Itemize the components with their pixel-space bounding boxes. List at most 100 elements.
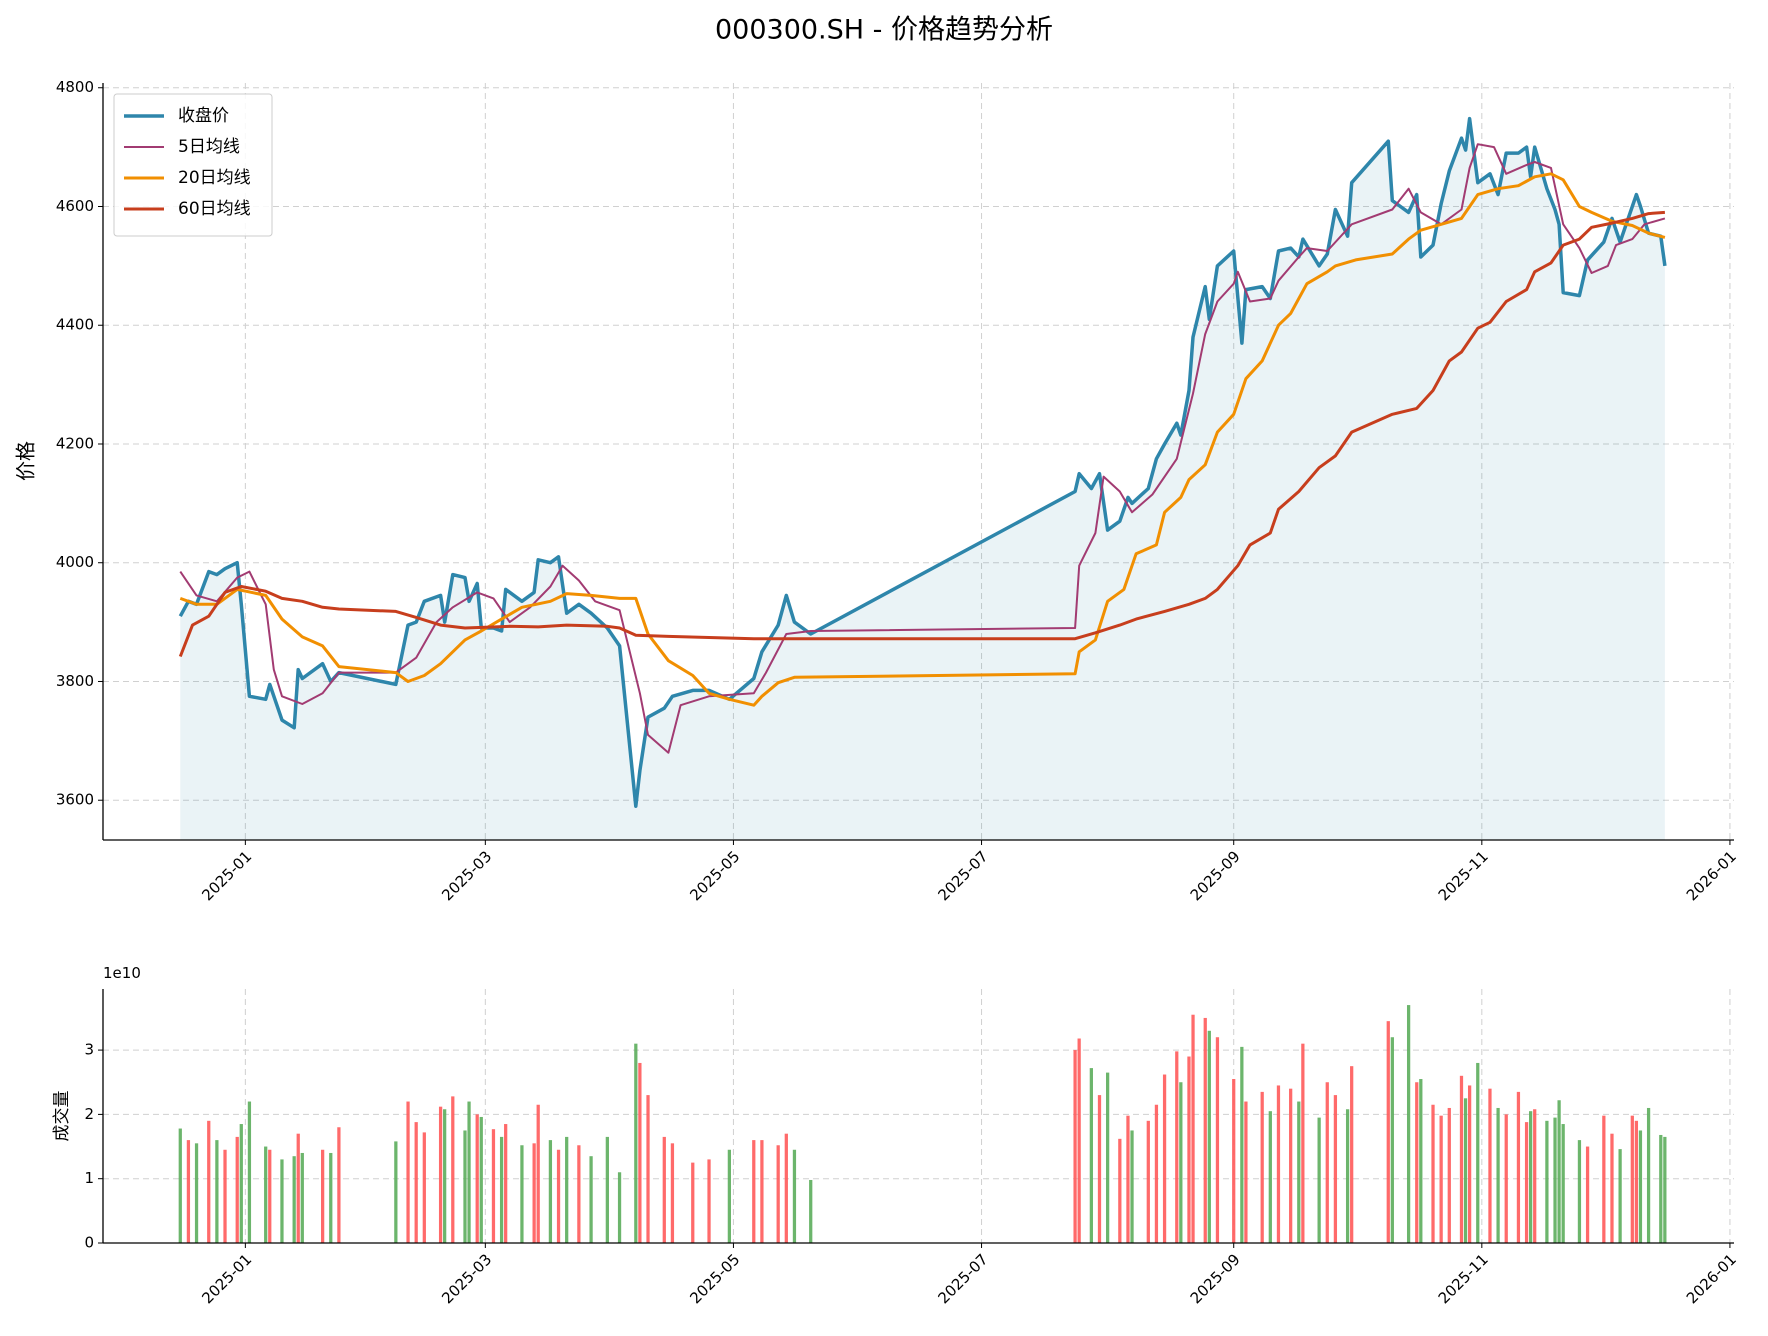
bar bbox=[1463, 1098, 1468, 1243]
bar bbox=[548, 1140, 553, 1243]
bar bbox=[1187, 1056, 1191, 1243]
x-tick-label: 2025-05 bbox=[686, 847, 743, 904]
bar bbox=[1191, 1014, 1195, 1243]
bar bbox=[1646, 1107, 1651, 1243]
y-tick-label: 4400 bbox=[56, 316, 94, 334]
bar bbox=[1325, 1082, 1329, 1243]
bar bbox=[479, 1116, 483, 1243]
bar bbox=[264, 1146, 268, 1243]
bar bbox=[467, 1101, 471, 1243]
bar bbox=[406, 1101, 410, 1243]
bar bbox=[504, 1124, 508, 1243]
bar bbox=[321, 1149, 325, 1243]
y-tick-label: 1 bbox=[84, 1169, 94, 1187]
bar bbox=[532, 1143, 536, 1243]
bar bbox=[499, 1136, 504, 1243]
bar bbox=[1659, 1134, 1663, 1243]
bar bbox=[760, 1140, 764, 1243]
bar bbox=[670, 1143, 675, 1243]
bar bbox=[1345, 1109, 1350, 1243]
bar bbox=[1154, 1104, 1159, 1243]
bar bbox=[520, 1145, 524, 1243]
bar bbox=[1431, 1104, 1435, 1243]
bar bbox=[1260, 1091, 1264, 1243]
bar bbox=[1496, 1107, 1500, 1243]
y-tick-label: 2 bbox=[84, 1105, 94, 1123]
bar bbox=[617, 1172, 622, 1243]
x-tick-label: 2025-05 bbox=[686, 1250, 743, 1307]
y-tick-label: 4600 bbox=[56, 197, 94, 215]
y-tick-label: 4000 bbox=[56, 553, 94, 571]
bar bbox=[1585, 1146, 1590, 1243]
bar bbox=[1610, 1133, 1614, 1243]
x-tick-label: 2025-09 bbox=[1187, 847, 1244, 904]
bar bbox=[1390, 1037, 1394, 1243]
y-tick-label: 3800 bbox=[56, 672, 94, 690]
bar bbox=[1301, 1043, 1305, 1243]
bar bbox=[1459, 1075, 1464, 1243]
bar bbox=[1577, 1140, 1582, 1243]
bar bbox=[1447, 1107, 1451, 1243]
bar bbox=[491, 1129, 496, 1243]
bar bbox=[1317, 1117, 1321, 1243]
x-tick-label: 2025-09 bbox=[1187, 1250, 1244, 1307]
bar bbox=[280, 1159, 284, 1243]
bar bbox=[707, 1159, 711, 1243]
bar bbox=[1089, 1068, 1093, 1243]
bar bbox=[752, 1140, 756, 1243]
bar bbox=[1561, 1124, 1565, 1243]
bar bbox=[1240, 1046, 1244, 1243]
bar bbox=[329, 1152, 333, 1243]
area bbox=[180, 118, 1665, 841]
legend-label: 5日均线 bbox=[178, 137, 240, 157]
bar bbox=[1268, 1111, 1272, 1243]
legend-label: 60日均线 bbox=[178, 199, 251, 219]
bar bbox=[1077, 1038, 1081, 1243]
bar bbox=[247, 1101, 252, 1243]
bar bbox=[577, 1145, 581, 1243]
x-tick-label: 2025-07 bbox=[934, 847, 991, 904]
offset-label: 1e10 bbox=[103, 964, 141, 982]
bar bbox=[784, 1133, 788, 1243]
bar bbox=[638, 1062, 642, 1243]
legend-label: 收盘价 bbox=[178, 106, 229, 126]
bar bbox=[292, 1156, 296, 1243]
bar bbox=[1529, 1111, 1533, 1243]
bar bbox=[194, 1143, 199, 1243]
bar bbox=[463, 1130, 467, 1243]
y-tick-label: 3600 bbox=[56, 791, 94, 809]
bar bbox=[207, 1120, 211, 1243]
bar bbox=[1244, 1101, 1248, 1243]
bar bbox=[438, 1106, 443, 1243]
bar bbox=[475, 1114, 479, 1243]
bar bbox=[1439, 1115, 1443, 1243]
bar bbox=[186, 1140, 191, 1243]
bar bbox=[589, 1156, 593, 1243]
bar bbox=[239, 1124, 243, 1243]
bar bbox=[1146, 1120, 1150, 1243]
bar bbox=[605, 1136, 609, 1243]
bar bbox=[565, 1136, 569, 1243]
bar bbox=[1553, 1117, 1557, 1243]
bar bbox=[337, 1127, 341, 1243]
bar bbox=[1618, 1149, 1622, 1243]
bar bbox=[1488, 1088, 1492, 1243]
bar bbox=[235, 1136, 239, 1243]
bar bbox=[1175, 1051, 1179, 1243]
y-tick-label: 0 bbox=[84, 1234, 94, 1252]
bar bbox=[1602, 1115, 1606, 1243]
bar bbox=[1663, 1136, 1667, 1243]
bar bbox=[1504, 1114, 1508, 1243]
y-axis-label: 价格 bbox=[14, 441, 38, 481]
line bbox=[179, 172, 1666, 707]
x-tick-label: 2025-03 bbox=[438, 847, 495, 904]
bar bbox=[1215, 1037, 1220, 1243]
bar bbox=[556, 1149, 561, 1243]
bar bbox=[1557, 1100, 1561, 1243]
bar bbox=[268, 1149, 272, 1243]
bar bbox=[1545, 1120, 1549, 1243]
legend: 收盘价 5日均线 20日均线 60日均线 bbox=[113, 93, 273, 237]
y-tick-label: 4200 bbox=[56, 434, 94, 452]
bar bbox=[1289, 1088, 1293, 1243]
